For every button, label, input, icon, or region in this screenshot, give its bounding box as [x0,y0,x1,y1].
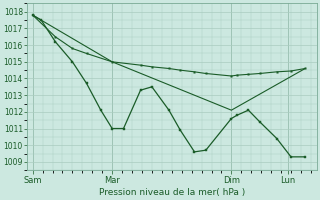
X-axis label: Pression niveau de la mer( hPa ): Pression niveau de la mer( hPa ) [99,188,245,197]
